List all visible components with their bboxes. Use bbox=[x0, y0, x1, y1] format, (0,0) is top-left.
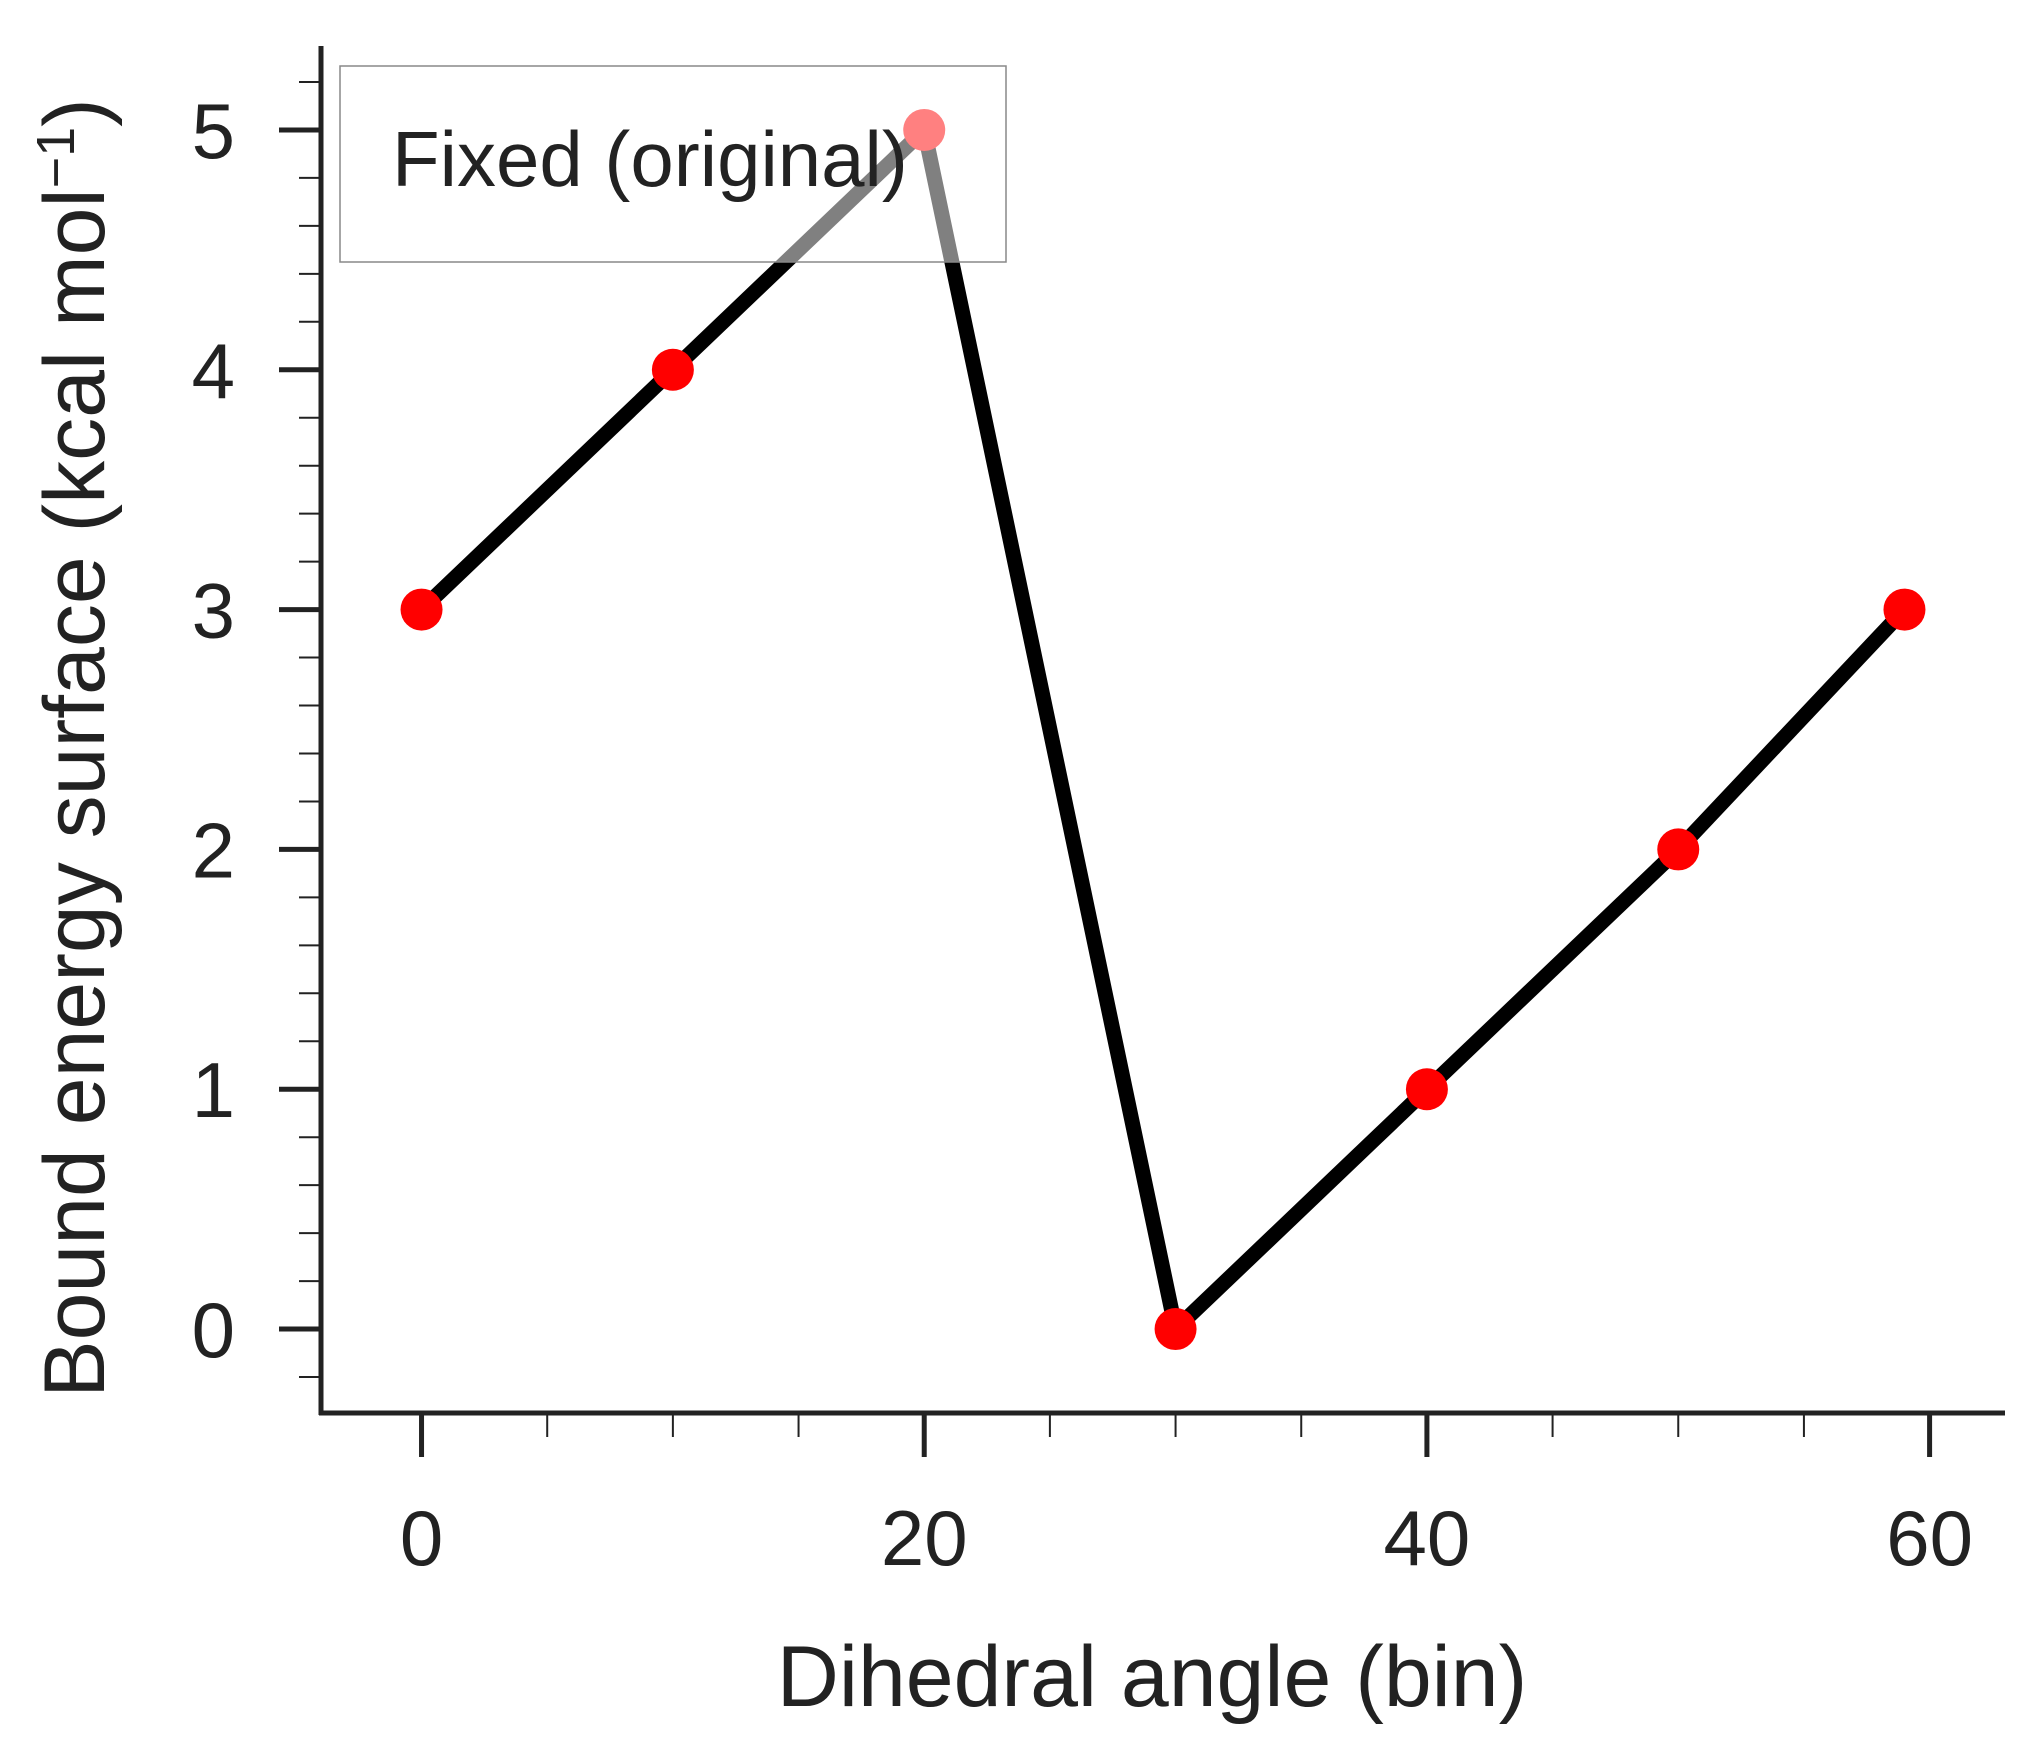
legend-box bbox=[339, 65, 1007, 263]
y-tick-label: 5 bbox=[192, 87, 235, 175]
y-axis-title-main: Bound energy surface (kcal mol bbox=[27, 188, 123, 1397]
data-point bbox=[651, 348, 694, 391]
series-line bbox=[416, 115, 1910, 1344]
y-axis-title-close: ) bbox=[27, 98, 123, 127]
x-tick-label: 20 bbox=[881, 1494, 968, 1582]
data-point bbox=[1883, 588, 1926, 631]
legend: Fixed (original) bbox=[339, 65, 1007, 263]
data-point bbox=[1154, 1308, 1197, 1351]
y-tick-label: 0 bbox=[192, 1286, 235, 1374]
series-layer bbox=[400, 108, 1926, 1351]
axis-ticks: 0 20 40 60 0 1 2 3 4 5 bbox=[192, 80, 1973, 1582]
y-axis-title: Bound energy surface (kcal mol−1) bbox=[26, 98, 123, 1398]
x-tick-label: 0 bbox=[400, 1494, 443, 1582]
data-point bbox=[400, 588, 443, 631]
y-tick-label: 4 bbox=[192, 327, 235, 415]
y-tick-label: 1 bbox=[192, 1046, 235, 1134]
y-tick-label: 2 bbox=[192, 806, 235, 894]
y-axis-title-sup: −1 bbox=[26, 127, 86, 189]
y-tick-label: 3 bbox=[192, 567, 235, 655]
x-tick-label: 40 bbox=[1384, 1494, 1471, 1582]
data-point bbox=[1405, 1068, 1448, 1111]
legend-label: Fixed (original) bbox=[392, 115, 908, 203]
x-axis-title: Dihedral angle (bin) bbox=[777, 1629, 1528, 1725]
data-point bbox=[1657, 828, 1700, 871]
x-tick-label: 60 bbox=[1886, 1494, 1973, 1582]
